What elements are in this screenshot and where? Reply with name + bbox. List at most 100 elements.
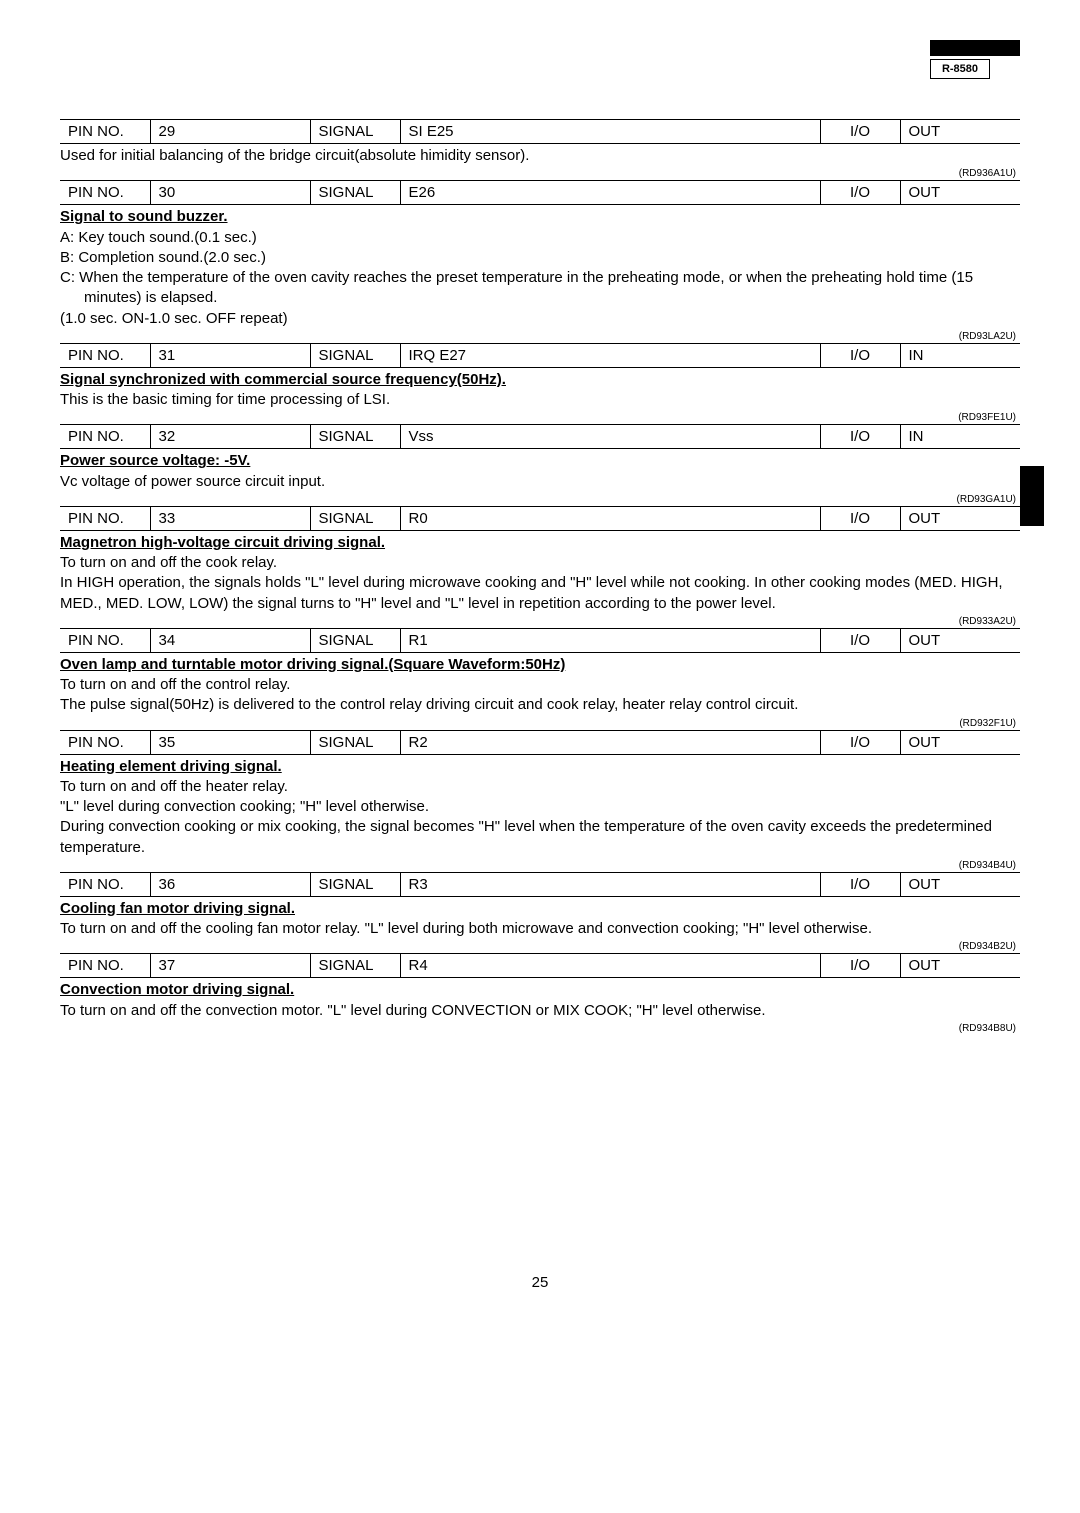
cell: Vss — [400, 425, 820, 449]
cell: 35 — [150, 730, 310, 754]
section-35: PIN NO.35SIGNALR2I/OOUTHeating element d… — [60, 730, 1020, 871]
pin-row: PIN NO.29SIGNALSI E25I/OOUT — [60, 119, 1020, 144]
description: Signal to sound buzzer. A: Key touch soun… — [60, 205, 1020, 330]
description: Power source voltage: -5V.Vc voltage of … — [60, 449, 1020, 493]
cell: R1 — [400, 628, 820, 652]
cell: 31 — [150, 343, 310, 367]
cell: SI E25 — [400, 120, 820, 144]
cell: I/O — [820, 730, 900, 754]
desc-title: Oven lamp and turntable motor driving si… — [60, 656, 565, 673]
ref-code: (RD934B4U) — [60, 860, 1020, 871]
cell: SIGNAL — [310, 954, 400, 978]
description: Used for initial balancing of the bridge… — [60, 144, 1020, 167]
ref-code: (RD934B2U) — [60, 941, 1020, 952]
cell: PIN NO. — [60, 872, 150, 896]
cell: 36 — [150, 872, 310, 896]
cell: IRQ E27 — [400, 343, 820, 367]
cell: R2 — [400, 730, 820, 754]
cell: I/O — [820, 181, 900, 205]
cell: SIGNAL — [310, 730, 400, 754]
cell: I/O — [820, 872, 900, 896]
section-32: PIN NO.32SIGNALVssI/OINPower source volt… — [60, 424, 1020, 505]
cell: PIN NO. — [60, 628, 150, 652]
section-33: PIN NO.33SIGNALR0I/OOUT Magnetron high-vo… — [60, 506, 1020, 627]
cell: 33 — [150, 506, 310, 530]
cell: 37 — [150, 954, 310, 978]
cell: PIN NO. — [60, 425, 150, 449]
description: Heating element driving signal.To turn o… — [60, 755, 1020, 859]
list-item: A: Key touch sound.(0.1 sec.) — [60, 228, 1020, 248]
ref-code: (RD936A1U) — [60, 168, 1020, 179]
cell: IN — [900, 343, 1020, 367]
description: Signal synchronized with commercial sour… — [60, 368, 1020, 412]
desc-title: Power source voltage: -5V. — [60, 452, 250, 469]
cell: SIGNAL — [310, 343, 400, 367]
cell: SIGNAL — [310, 120, 400, 144]
side-tab — [1020, 466, 1044, 526]
section-29: PIN NO.29SIGNALSI E25I/OOUTUsed for init… — [60, 119, 1020, 179]
desc-title: Signal synchronized with commercial sour… — [60, 371, 506, 388]
cell: E26 — [400, 181, 820, 205]
pin-row: PIN NO.33SIGNALR0I/OOUT — [60, 506, 1020, 531]
cell: SIGNAL — [310, 628, 400, 652]
cell: 34 — [150, 628, 310, 652]
cell: SIGNAL — [310, 425, 400, 449]
header-right: R-8580 — [930, 40, 1020, 79]
pin-row: PIN NO.35SIGNALR2I/OOUT — [60, 730, 1020, 755]
section-31: PIN NO.31SIGNALIRQ E27I/OIN Signal synchr… — [60, 343, 1020, 424]
model-number: R-8580 — [930, 59, 990, 79]
cell: PIN NO. — [60, 181, 150, 205]
cell: SIGNAL — [310, 181, 400, 205]
black-bar — [930, 40, 1020, 56]
ref-code: (RD934B8U) — [60, 1023, 1020, 1034]
cell: 29 — [150, 120, 310, 144]
cell: SIGNAL — [310, 872, 400, 896]
header: R-8580 — [60, 40, 1020, 79]
ref-code: (RD93LA2U) — [60, 331, 1020, 342]
description: Cooling fan motor driving signal.To turn… — [60, 897, 1020, 941]
ref-code: (RD93GA1U) — [60, 494, 1020, 505]
cell: IN — [900, 425, 1020, 449]
cell: I/O — [820, 425, 900, 449]
section-36: PIN NO.36SIGNALR3I/OOUTCooling fan motor… — [60, 872, 1020, 953]
desc-title: Magnetron high-voltage circuit driving s… — [60, 534, 385, 551]
desc-title: Cooling fan motor driving signal. — [60, 900, 295, 917]
description: Magnetron high-voltage circuit driving s… — [60, 531, 1020, 615]
cell: I/O — [820, 120, 900, 144]
ref-code: (RD933A2U) — [60, 616, 1020, 627]
pin-row: PIN NO.36SIGNALR3I/OOUT — [60, 872, 1020, 897]
pin-row: PIN NO.31SIGNALIRQ E27I/OIN — [60, 343, 1020, 368]
cell: I/O — [820, 954, 900, 978]
cell: I/O — [820, 506, 900, 530]
desc-title: Signal to sound buzzer. — [60, 208, 228, 225]
desc-title: Heating element driving signal. — [60, 758, 282, 775]
description: Convection motor driving signal.To turn … — [60, 978, 1020, 1022]
cell: OUT — [900, 954, 1020, 978]
cell: PIN NO. — [60, 343, 150, 367]
cell: R0 — [400, 506, 820, 530]
ref-code: (RD932F1U) — [60, 718, 1020, 729]
cell: 30 — [150, 181, 310, 205]
section-34: PIN NO.34SIGNALR1I/OOUT Oven lamp and tur… — [60, 628, 1020, 729]
cell: I/O — [820, 343, 900, 367]
list-item: (1.0 sec. ON-1.0 sec. OFF repeat) — [60, 309, 1020, 329]
cell: SIGNAL — [310, 506, 400, 530]
cell: OUT — [900, 730, 1020, 754]
cell: I/O — [820, 628, 900, 652]
cell: R3 — [400, 872, 820, 896]
cell: OUT — [900, 628, 1020, 652]
pin-row: PIN NO.37SIGNALR4I/OOUT — [60, 953, 1020, 978]
cell: PIN NO. — [60, 506, 150, 530]
cell: R4 — [400, 954, 820, 978]
section-30: PIN NO.30SIGNALE26I/OOUTSignal to sound … — [60, 180, 1020, 342]
cell: OUT — [900, 120, 1020, 144]
cell: PIN NO. — [60, 730, 150, 754]
section-37: PIN NO.37SIGNALR4I/OOUTConvection motor … — [60, 953, 1020, 1034]
pin-row: PIN NO.34SIGNALR1I/OOUT — [60, 628, 1020, 653]
list-item: B: Completion sound.(2.0 sec.) — [60, 248, 1020, 268]
ref-code: (RD93FE1U) — [60, 412, 1020, 423]
page-number: 25 — [60, 1274, 1020, 1291]
list-item: C: When the temperature of the oven cavi… — [60, 268, 1020, 309]
desc-title: Convection motor driving signal. — [60, 981, 294, 998]
cell: OUT — [900, 181, 1020, 205]
